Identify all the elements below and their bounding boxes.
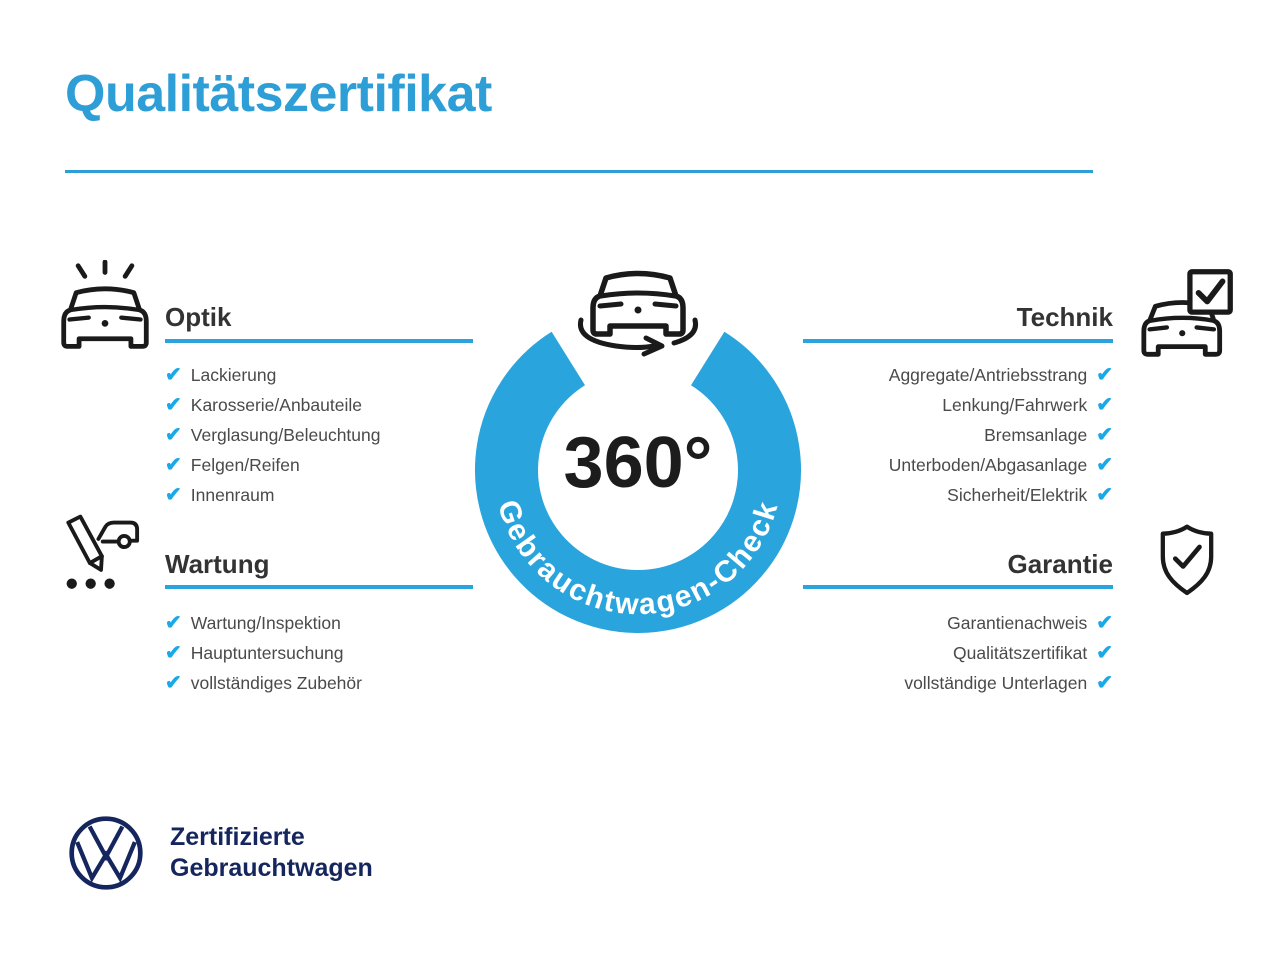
section-heading-optik: Optik — [165, 302, 232, 332]
item-label: Garantienachweis — [947, 612, 1088, 633]
item-label: vollständige Unterlagen — [904, 672, 1088, 693]
check-icon: ✔ — [1096, 454, 1113, 476]
check-icon: ✔ — [165, 394, 182, 416]
item-label: Innenraum — [190, 484, 275, 505]
item-label: vollständiges Zubehör — [190, 672, 362, 693]
section-heading-garantie: Garantie — [1007, 549, 1114, 579]
title-underline — [65, 170, 1093, 173]
badge-ring — [475, 331, 801, 633]
item-label: Qualitätszertifikat — [953, 642, 1088, 663]
checklist-item: ✔ Hauptuntersuchung — [165, 638, 362, 668]
checklist-item: ✔ Innenraum — [165, 480, 381, 510]
checklist-item: ✔ Wartung/Inspektion — [165, 608, 362, 638]
checklist-garantie: Garantienachweis ✔ Qualitätszertifikat ✔ v… — [760, 608, 1113, 698]
section-underline-technik — [803, 339, 1113, 343]
checklist-item: Bremsanlage ✔ — [760, 420, 1113, 450]
section-heading-wartung: Wartung — [165, 549, 270, 579]
checklist-item: ✔ Karosserie/Anbauteile — [165, 390, 381, 420]
check-icon: ✔ — [1096, 672, 1113, 694]
checklist-item: vollständige Unterlagen ✔ — [760, 668, 1113, 698]
check-icon: ✔ — [165, 484, 182, 506]
rotating-car-icon — [577, 270, 699, 357]
checklist-item: Unterboden/Abgasanlage ✔ — [760, 450, 1113, 480]
checklist-item: ✔ Felgen/Reifen — [165, 450, 381, 480]
brand-line-1: Zertifizierte — [170, 823, 305, 851]
checklist-item: ✔ Lackierung — [165, 360, 381, 390]
check-icon: ✔ — [1096, 612, 1113, 634]
item-label: Lenkung/Fahrwerk — [942, 394, 1088, 415]
item-label: Felgen/Reifen — [190, 454, 300, 475]
section-underline-optik — [165, 339, 473, 343]
checklist-item: Sicherheit/Elektrik ✔ — [760, 480, 1113, 510]
checklist-item: Aggregate/Antriebsstrang ✔ — [760, 360, 1113, 390]
item-label: Unterboden/Abgasanlage — [888, 454, 1088, 475]
shield-check-icon — [1160, 524, 1214, 596]
checklist-item: ✔ Verglasung/Beleuchtung — [165, 420, 381, 450]
section-heading-technik: Technik — [1016, 302, 1113, 332]
checklist-item: Lenkung/Fahrwerk ✔ — [760, 390, 1113, 420]
checklist-item: Garantienachweis ✔ — [760, 608, 1113, 638]
check-icon: ✔ — [1096, 364, 1113, 386]
item-label: Sicherheit/Elektrik — [947, 484, 1088, 505]
checklist-item: Qualitätszertifikat ✔ — [760, 638, 1113, 668]
brand-line-2: Gebrauchtwagen — [170, 854, 373, 882]
check-icon: ✔ — [165, 364, 182, 386]
checklist-optik: ✔ Lackierung ✔ Karosserie/Anbauteile ✔ Verg… — [165, 360, 381, 510]
item-label: Wartung/Inspektion — [190, 612, 341, 633]
checklist-technik: Aggregate/Antriebsstrang ✔ Lenkung/Fahrwe… — [760, 360, 1113, 510]
check-icon: ✔ — [165, 424, 182, 446]
check-icon: ✔ — [1096, 394, 1113, 416]
item-label: Hauptuntersuchung — [190, 642, 344, 663]
page-title: Qualitätszertifikat — [65, 65, 492, 123]
check-icon: ✔ — [165, 672, 182, 694]
item-label: Aggregate/Antriebsstrang — [888, 364, 1088, 385]
checklist-wartung: ✔ Wartung/Inspektion ✔ Hauptuntersuchung ✔… — [165, 608, 362, 698]
service-pencil-icon — [66, 514, 140, 589]
check-icon: ✔ — [1096, 424, 1113, 446]
check-icon: ✔ — [165, 612, 182, 634]
car-shine-icon — [61, 260, 149, 349]
section-underline-garantie — [803, 585, 1113, 589]
vw-logo — [69, 816, 143, 890]
check-icon: ✔ — [1096, 484, 1113, 506]
check-icon: ✔ — [1096, 642, 1113, 664]
badge-360: Gebrauchtwagen-Check 360° — [475, 270, 801, 633]
check-icon: ✔ — [165, 454, 182, 476]
check-icon: ✔ — [165, 642, 182, 664]
item-label: Verglasung/Beleuchtung — [190, 424, 381, 445]
section-underline-wartung — [165, 585, 473, 589]
item-label: Lackierung — [190, 364, 277, 385]
brand-text: Zertifizierte Gebrauchtwagen — [170, 822, 373, 884]
car-checkbox-icon — [1141, 269, 1233, 357]
item-label: Bremsanlage — [984, 424, 1088, 445]
item-label: Karosserie/Anbauteile — [190, 394, 362, 415]
badge-center-label: 360° — [564, 423, 713, 503]
checklist-item: ✔ vollständiges Zubehör — [165, 668, 362, 698]
